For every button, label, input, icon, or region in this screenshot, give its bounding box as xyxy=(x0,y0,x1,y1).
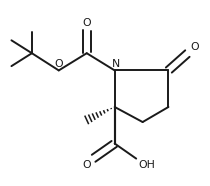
Text: OH: OH xyxy=(138,160,155,170)
Text: O: O xyxy=(190,42,199,52)
Text: N: N xyxy=(112,59,120,69)
Text: O: O xyxy=(54,59,63,69)
Text: O: O xyxy=(82,160,91,170)
Text: O: O xyxy=(82,18,91,28)
